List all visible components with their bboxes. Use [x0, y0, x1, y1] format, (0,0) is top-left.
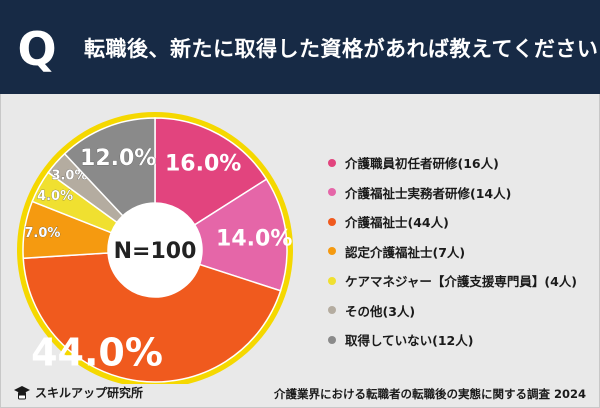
legend-label: その他(3人) [345, 303, 416, 319]
legend-label: 認定介護福祉士(7人) [345, 244, 466, 260]
legend-swatch [328, 158, 336, 167]
legend-item: 介護福祉士実務者研修(14人) [328, 178, 596, 208]
legend-swatch [328, 217, 336, 226]
legend-swatch [328, 335, 336, 344]
legend-label: 介護職員初任者研修(16人) [345, 156, 499, 172]
question-badge: Q [17, 22, 57, 76]
brand-logo: スキルアップ研究所 [14, 384, 143, 401]
slice-value-label: 16.0% [165, 151, 241, 176]
graduation-cap-icon [14, 385, 30, 399]
legend-swatch [328, 247, 336, 256]
legend-swatch [328, 276, 336, 285]
slice-value-label: 14.0% [216, 226, 292, 251]
legend-item: 介護職員初任者研修(16人) [328, 148, 596, 178]
legend-swatch [328, 188, 336, 197]
donut-chart: 16.0% 14.0% 44.0% 7.0% 4.0% 3.0%12.0% N=100 [17, 112, 293, 384]
slice-value-label: 3.0% [51, 168, 87, 183]
legend-swatch [328, 306, 336, 315]
sample-size-label: N=100 [114, 239, 197, 264]
legend-item: 取得していない(12人) [328, 325, 596, 355]
legend-item: 介護福祉士(44人) [328, 207, 596, 237]
legend-label: 介護福祉士(44人) [345, 215, 449, 231]
slice-value-label: 44.0% [31, 331, 163, 375]
legend-label: ケアマネジャー【介護支援専門員】(4人) [345, 274, 577, 290]
slice-value-label: 7.0% [24, 226, 60, 241]
pie-slice [63, 117, 156, 217]
donut-hole [108, 203, 202, 297]
legend-item: ケアマネジャー【介護支援専門員】(4人) [328, 266, 596, 296]
slice-value-label: 4.0% [37, 189, 73, 204]
legend-label: 介護福祉士実務者研修(14人) [345, 185, 512, 201]
question-header: Q 転職後、新たに取得した資格があれば教えてください [0, 0, 600, 94]
legend-item: 認定介護福祉士(7人) [328, 237, 596, 267]
chart-legend: 介護職員初任者研修(16人) 介護福祉士実務者研修(14人) 介護福祉士(44人) 認… [328, 148, 596, 355]
legend-item: その他(3人) [328, 296, 596, 326]
survey-source: 介護業界における転職者の転職後の実態に関する調査 2024 [273, 387, 586, 401]
slice-value-label: 12.0% [80, 146, 156, 171]
question-title: 転職後、新たに取得した資格があれば教えてください [84, 37, 599, 61]
brand-name: スキルアップ研究所 [35, 386, 144, 400]
legend-label: 取得していない(12人) [345, 333, 474, 349]
